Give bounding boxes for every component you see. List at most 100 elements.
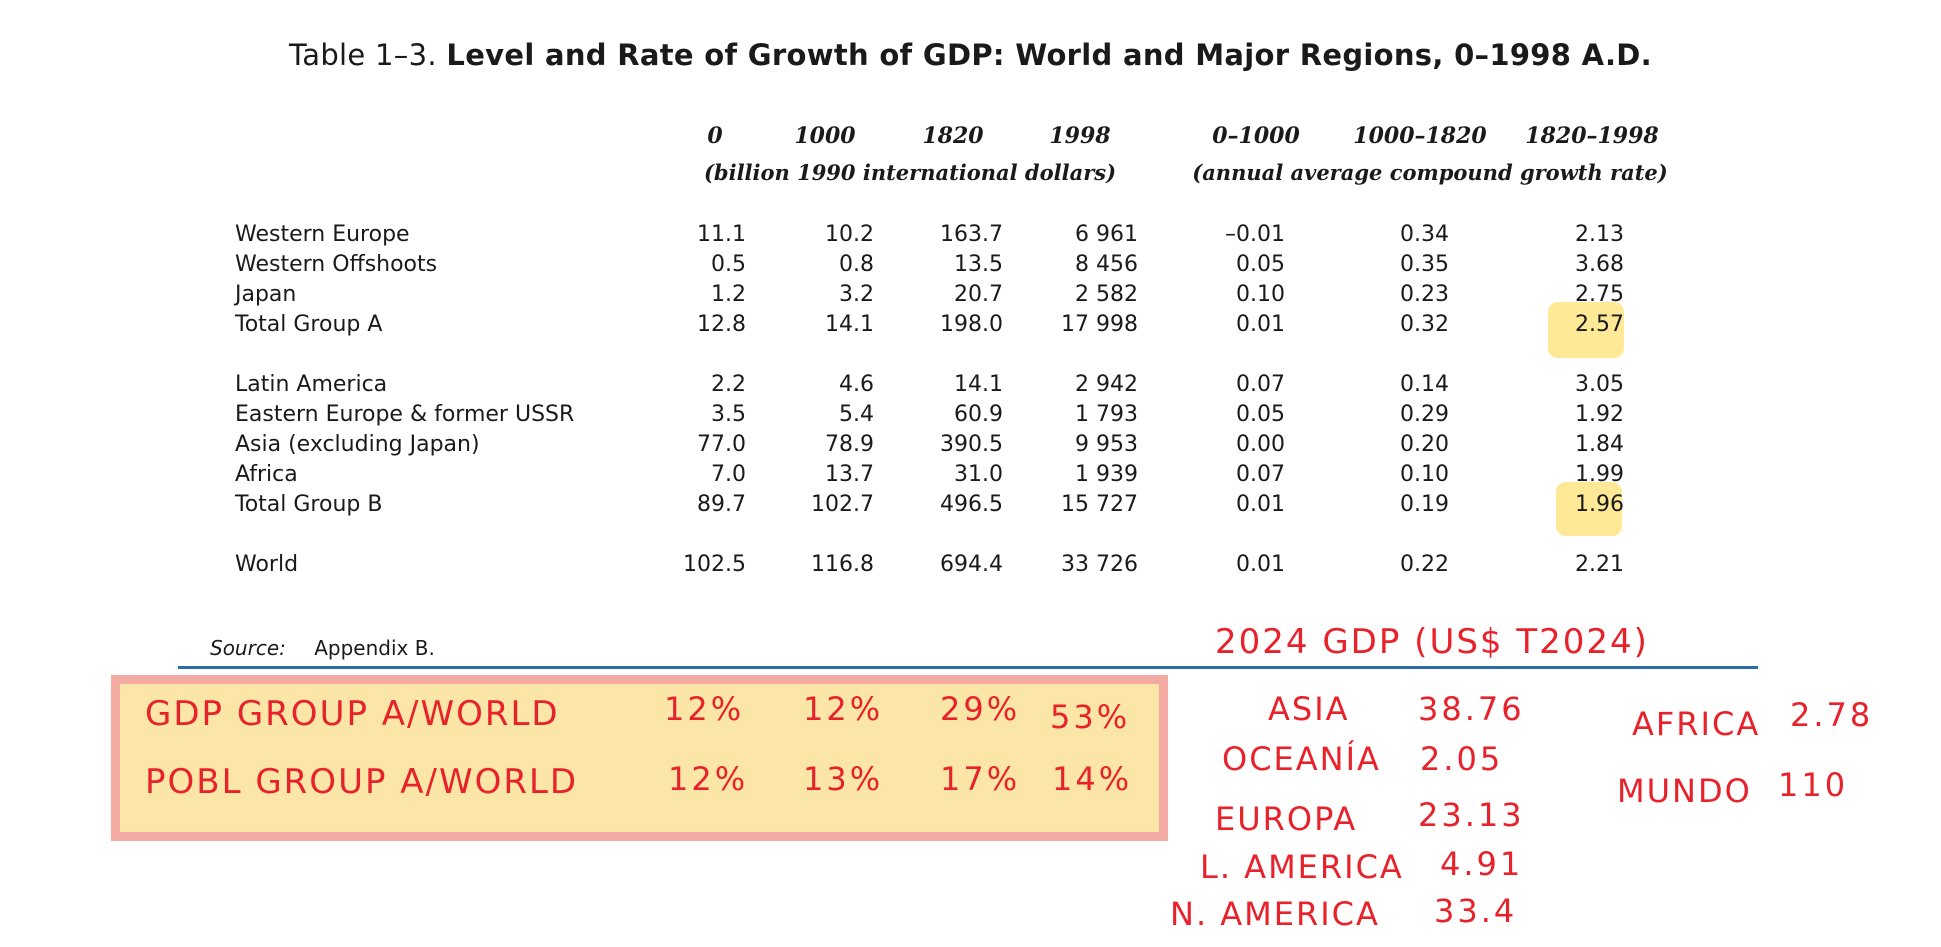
table-row: Asia (excluding Japan) 77.0 78.9 390.5 9 953… (0, 432, 1941, 460)
row-value-col-5: 0.10 (1400, 462, 1449, 487)
highlight-group-b-growth (1556, 482, 1622, 536)
row-value-col-3: 2 582 (1075, 282, 1138, 307)
row-region-label: World (235, 552, 299, 577)
row-value-col-5: 0.35 (1400, 252, 1449, 277)
row-value-col-5: 0.32 (1400, 312, 1449, 337)
row-value-col-6: 2.21 (1575, 552, 1624, 577)
row-value-col-4: 0.01 (1236, 552, 1285, 577)
row-value-col-1: 3.2 (839, 282, 874, 307)
row-value-col-2: 60.9 (954, 402, 1003, 427)
row-value-col-6: 1.96 (1575, 492, 1624, 517)
note-gdp-value-1998: 53% (1050, 698, 1131, 736)
unit-header-growth: (annual average compound growth rate) (1192, 160, 1668, 185)
note-value-north-america: 33.4 (1434, 892, 1518, 930)
note-region-europa: EUROPA (1215, 800, 1358, 838)
row-value-col-1: 10.2 (825, 222, 874, 247)
row-value-col-2: 198.0 (940, 312, 1003, 337)
table-row: Total Group A 12.8 14.1 198.0 17 998 0.01 0.32… (0, 312, 1941, 340)
row-value-col-3: 1 939 (1075, 462, 1138, 487)
note-region-africa: AFRICA (1632, 705, 1761, 743)
row-value-col-0: 7.0 (711, 462, 746, 487)
row-value-col-6: 1.92 (1575, 402, 1624, 427)
note-value-mundo: 110 (1778, 766, 1849, 804)
table-bottom-rule (178, 666, 1758, 669)
row-value-col-4: 0.07 (1236, 372, 1285, 397)
row-region-label: Total Group B (235, 492, 383, 517)
row-value-col-5: 0.29 (1400, 402, 1449, 427)
row-value-col-2: 496.5 (940, 492, 1003, 517)
note-pop-value-1998: 14% (1052, 760, 1133, 798)
note-value-oceania: 2.05 (1420, 740, 1504, 778)
row-value-col-0: 2.2 (711, 372, 746, 397)
row-value-col-1: 4.6 (839, 372, 874, 397)
row-value-col-3: 6 961 (1075, 222, 1138, 247)
column-header-1998: 1998 (1049, 123, 1111, 149)
table-number: Table 1–3. (289, 38, 437, 72)
row-value-col-3: 8 456 (1075, 252, 1138, 277)
note-pop-value-1000: 13% (803, 760, 884, 798)
row-value-col-0: 1.2 (711, 282, 746, 307)
table-row: Latin America 2.2 4.6 14.1 2 942 0.07 0.14 3.05 (0, 372, 1941, 400)
table-row: World 102.5 116.8 694.4 33 726 0.01 0.22 2.21 (0, 552, 1941, 580)
row-value-col-0: 77.0 (697, 432, 746, 457)
table-source: Source: Appendix B. (210, 636, 435, 660)
row-region-label: Latin America (235, 372, 388, 397)
note-region-asia: ASIA (1268, 690, 1350, 728)
note-value-africa: 2.78 (1790, 696, 1874, 734)
note-value-europa: 23.13 (1418, 796, 1525, 834)
row-value-col-4: 0.05 (1236, 252, 1285, 277)
row-value-col-6: 1.84 (1575, 432, 1624, 457)
row-value-col-1: 0.8 (839, 252, 874, 277)
row-value-col-0: 11.1 (697, 222, 746, 247)
note-value-latin-america: 4.91 (1440, 845, 1524, 883)
row-value-col-5: 0.22 (1400, 552, 1449, 577)
note-gdp-value-0: 12% (664, 690, 745, 728)
row-value-col-4: –0.01 (1225, 222, 1285, 247)
row-value-col-2: 20.7 (954, 282, 1003, 307)
note-region-latin-america: L. AMERICA (1200, 848, 1404, 886)
row-region-label: Western Europe (235, 222, 410, 247)
row-value-col-6: 3.05 (1575, 372, 1624, 397)
row-value-col-0: 12.8 (697, 312, 746, 337)
table-row: Western Europe 11.1 10.2 163.7 6 961 –0.01 0.3… (0, 222, 1941, 250)
row-value-col-3: 17 998 (1061, 312, 1138, 337)
row-value-col-4: 0.01 (1236, 492, 1285, 517)
note-pop-label: POBL GROUP A/WORLD (145, 762, 579, 802)
row-value-col-3: 33 726 (1061, 552, 1138, 577)
row-value-col-5: 0.23 (1400, 282, 1449, 307)
row-region-label: Western Offshoots (235, 252, 438, 277)
row-value-col-4: 0.05 (1236, 402, 1285, 427)
unit-header-levels: (billion 1990 international dollars) (703, 160, 1117, 185)
table-row: Japan 1.2 3.2 20.7 2 582 0.10 0.23 2.75 (0, 282, 1941, 310)
row-value-col-1: 102.7 (811, 492, 874, 517)
note-pop-value-1820: 17% (940, 760, 1021, 798)
row-value-col-4: 0.01 (1236, 312, 1285, 337)
row-value-col-3: 15 727 (1061, 492, 1138, 517)
row-value-col-6: 2.13 (1575, 222, 1624, 247)
row-value-col-3: 1 793 (1075, 402, 1138, 427)
row-value-col-2: 163.7 (940, 222, 1003, 247)
table-row: Eastern Europe & former USSR 3.5 5.4 60.9 1 … (0, 402, 1941, 430)
note-pop-value-0: 12% (668, 760, 749, 798)
table-row: Total Group B 89.7 102.7 496.5 15 727 0.01 0.1… (0, 492, 1941, 520)
highlight-group-a-growth (1548, 302, 1624, 358)
row-value-col-1: 78.9 (825, 432, 874, 457)
row-value-col-1: 13.7 (825, 462, 874, 487)
note-value-asia: 38.76 (1418, 690, 1525, 728)
note-region-north-america: N. AMERICA (1170, 895, 1380, 933)
row-value-col-0: 89.7 (697, 492, 746, 517)
table-title: Table 1–3. Level and Rate of Growth of G… (0, 38, 1941, 72)
row-value-col-1: 14.1 (825, 312, 874, 337)
table-title-text: Level and Rate of Growth of GDP: World a… (446, 38, 1652, 72)
row-value-col-6: 2.57 (1575, 312, 1624, 337)
row-value-col-5: 0.14 (1400, 372, 1449, 397)
column-header-0: 0 (707, 123, 723, 149)
row-value-col-6: 1.99 (1575, 462, 1624, 487)
note-2024-gdp-title: 2024 GDP (US$ T2024) (1215, 622, 1649, 662)
row-value-col-6: 3.68 (1575, 252, 1624, 277)
column-header-0-1000: 0–1000 (1212, 123, 1300, 149)
source-text: Appendix B. (314, 636, 435, 660)
row-value-col-2: 13.5 (954, 252, 1003, 277)
note-region-oceania: OCEANÍA (1222, 740, 1381, 778)
